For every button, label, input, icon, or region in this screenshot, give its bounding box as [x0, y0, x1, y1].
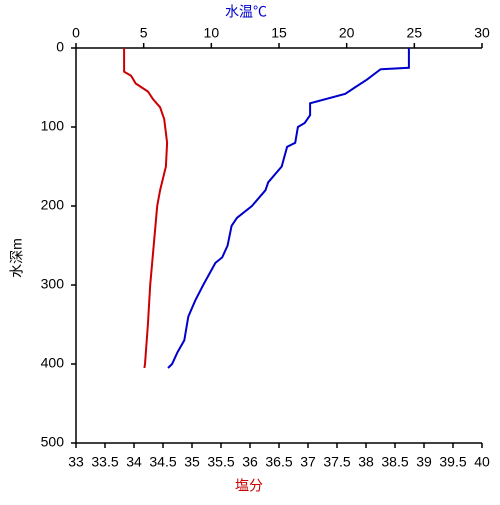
x-tick-label: 33.5	[91, 454, 118, 470]
x2-tick-label: 10	[204, 25, 220, 41]
x2-tick-label: 5	[140, 25, 148, 41]
x-tick-label: 38.5	[381, 454, 408, 470]
x2-tick-label: 20	[339, 25, 355, 41]
y-tick-label: 100	[41, 118, 65, 134]
y-tick-label: 200	[41, 197, 65, 213]
y-tick-label: 500	[41, 434, 65, 450]
x2-tick-label: 30	[474, 25, 490, 41]
y-tick-label: 0	[56, 39, 64, 55]
x-tick-label: 36.5	[265, 454, 292, 470]
x-tick-label: 34	[126, 454, 142, 470]
x-tick-label: 37.5	[323, 454, 350, 470]
x-tick-label: 37	[300, 454, 316, 470]
y-tick-label: 400	[41, 355, 65, 371]
x-tick-label: 39	[416, 454, 432, 470]
x-tick-label: 39.5	[439, 454, 466, 470]
y-tick-label: 300	[41, 276, 65, 292]
x-tick-label: 34.5	[149, 454, 176, 470]
x-tick-label: 36	[242, 454, 258, 470]
x-tick-label: 40	[474, 454, 490, 470]
x-tick-label: 38	[358, 454, 374, 470]
x-tick-label: 33	[68, 454, 84, 470]
x2-tick-label: 0	[72, 25, 80, 41]
x-tick-label: 35.5	[207, 454, 234, 470]
x2-axis-label: 水温℃	[225, 4, 267, 20]
x2-tick-label: 15	[271, 25, 287, 41]
profile-line	[123, 48, 169, 369]
y-axis-label: 水深m	[9, 238, 25, 278]
profile-line	[167, 48, 410, 369]
x-tick-label: 35	[184, 454, 200, 470]
x-axis-label: 塩分	[235, 478, 263, 494]
x2-tick-label: 25	[407, 25, 423, 41]
